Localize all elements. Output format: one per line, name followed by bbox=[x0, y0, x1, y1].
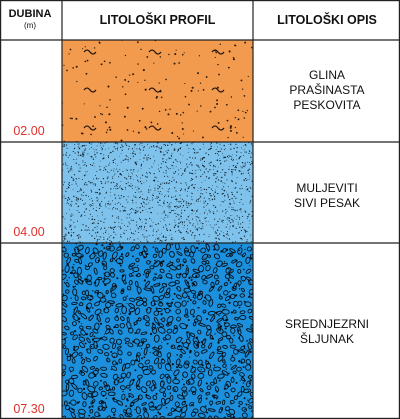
layer-1-description: GLINA PRAŠINASTA PESKOVITA bbox=[256, 68, 398, 113]
layer-2-pattern bbox=[62, 142, 253, 243]
layer-3-description: SREDNJEZRNI ŠLJUNAK bbox=[256, 317, 398, 347]
layer-1-depth: 02.00 bbox=[13, 124, 45, 138]
layer-2-depth: 04.00 bbox=[13, 225, 45, 239]
layer-3-description-line: ŠLJUNAK bbox=[299, 332, 355, 346]
layer-3-fill bbox=[62, 243, 253, 419]
layer-1-description-line: GLINA bbox=[308, 68, 345, 82]
layer-3-pattern bbox=[62, 243, 253, 419]
layer-1-fill bbox=[62, 40, 253, 142]
layer-1-pattern bbox=[62, 40, 253, 142]
description-header: LITOLOŠKI OPIS bbox=[277, 13, 377, 27]
profile-header: LITOLOŠKI PROFIL bbox=[99, 13, 216, 27]
depth-header-unit: (m) bbox=[24, 21, 36, 30]
layer-1-description-line: PRAŠINASTA bbox=[289, 83, 365, 97]
layer-2-description: MULJEVITI SIVI PESAK bbox=[256, 181, 398, 211]
layer-2-description-line: SIVI PESAK bbox=[293, 196, 361, 210]
layer-3-depth: 07.30 bbox=[13, 402, 45, 416]
layer-1-description-line: PESKOVITA bbox=[293, 98, 361, 112]
depth-header: DUBINA (m) bbox=[0, 0, 60, 40]
layer-2-description-line: MULJEVITI bbox=[296, 181, 358, 195]
depth-header-label: DUBINA bbox=[8, 8, 52, 20]
layer-3-description-line: SREDNJEZRNI bbox=[284, 317, 369, 331]
